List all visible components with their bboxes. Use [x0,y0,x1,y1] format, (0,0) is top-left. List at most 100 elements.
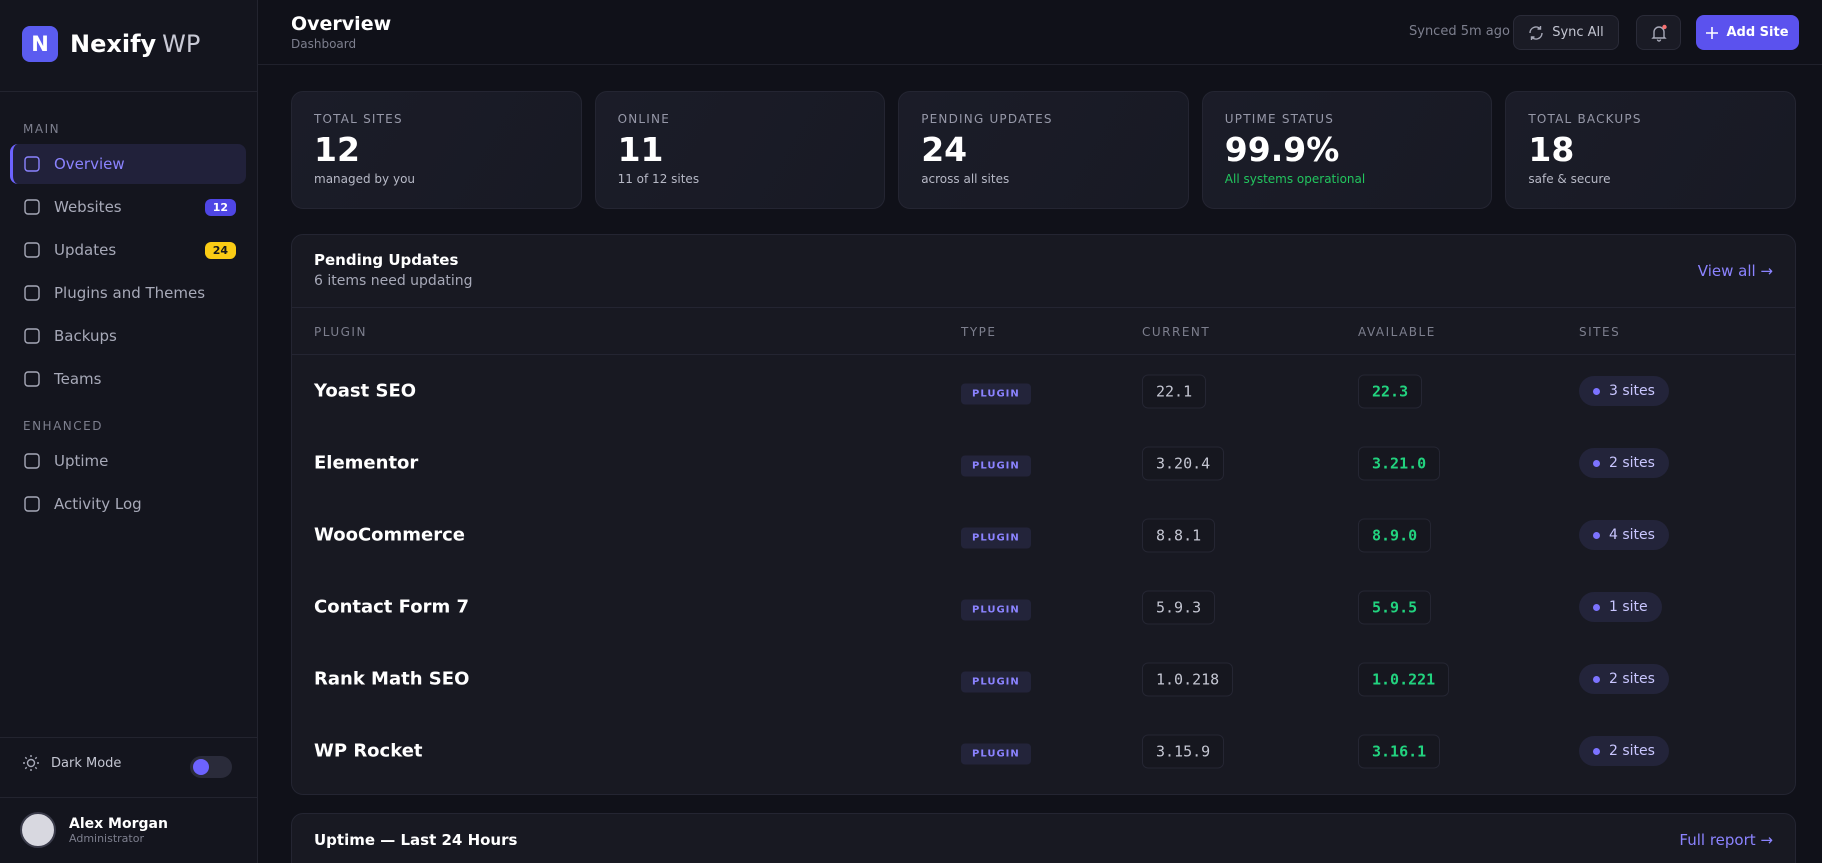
divider [0,797,258,798]
panel-title: Uptime — Last 24 Hours [314,831,518,849]
sites-count: 3 sites [1609,383,1655,399]
cell: PLUGIN [961,382,1031,405]
add-site-button[interactable]: Add Site [1696,15,1799,50]
stat-label: TOTAL BACKUPS [1528,112,1642,126]
nav-label: Activity Log [54,495,142,513]
cell: 5.9.5 [1358,590,1432,625]
nav-item[interactable]: Backups [10,316,246,356]
cell: 8.8.1 [1142,518,1216,553]
column-header: CURRENT [1142,325,1211,339]
user[interactable]: Alex Morgan Administrator [20,812,168,848]
table-row: Rank Math SEO PLUGIN 1.0.218 1.0.221 2 sites [292,643,1795,715]
nav-label: Uptime [54,452,109,470]
stat-label: UPTIME STATUS [1224,112,1335,126]
cell: 1.0.218 [1142,662,1234,697]
table-row: WP Rocket PLUGIN 3.15.9 3.16.1 2 sites [292,715,1795,787]
dot [1593,459,1600,467]
nav-icon [24,371,40,387]
cell: 8.9.0 [1358,518,1432,553]
section-label: MAIN [23,122,61,136]
sites-count: 1 site [1609,599,1648,615]
sites-count: 2 sites [1609,671,1655,687]
column-header: PLUGIN [314,325,367,339]
stat-card: TOTAL BACKUPS 18 safe & secure [1505,91,1796,209]
nav-item[interactable]: Activity Log [10,484,246,524]
nav-item[interactable]: Uptime [10,441,246,481]
sync-button[interactable]: Sync All [1513,15,1619,50]
cell: Rank Math SEO [314,669,469,690]
cell: 3.16.1 [1358,734,1441,769]
cell: PLUGIN [961,670,1031,693]
dark-mode-toggle[interactable] [190,756,232,778]
cell: 2 sites [1579,448,1669,478]
stat-note: safe & secure [1528,172,1611,186]
divider [0,91,258,92]
cell: 3.21.0 [1358,446,1441,481]
page-title: Overview [291,13,392,35]
sites-pill[interactable]: 2 sites [1579,448,1669,478]
sidebar: N Nexify WP MAIN Overview Websites 12 Updates… [0,0,258,863]
notifications[interactable] [1636,15,1681,50]
avatar [20,812,56,848]
nav-label: Overview [54,155,125,173]
brand-suffix: WP [162,30,201,58]
sites-pill[interactable]: 4 sites [1579,520,1669,550]
stat-value: 11 [617,130,664,169]
nav-badge: 12 [204,198,236,216]
type-badge: PLUGIN [961,599,1031,621]
type-badge: PLUGIN [961,671,1031,693]
cell: 3 sites [1579,376,1669,406]
cell: 5.9.3 [1142,590,1216,625]
sites-pill[interactable]: 2 sites [1579,736,1669,766]
type-badge: PLUGIN [961,455,1031,477]
nav-item[interactable]: Updates 24 [10,230,246,270]
column-header: AVAILABLE [1358,325,1436,339]
cell: 4 sites [1579,520,1669,550]
view-all-link[interactable]: View all → [1697,262,1773,280]
breadcrumb: Dashboard [291,37,357,51]
cell: 22.3 [1358,374,1423,409]
section-label: ENHANCED [23,419,103,433]
table-header: PLUGIN TYPE CURRENT AVAILABLE SITES [292,307,1795,355]
nav-icon [24,453,40,469]
sites-pill[interactable]: 2 sites [1579,664,1669,694]
sun-icon [23,755,39,771]
nav-icon [24,156,40,172]
nav-item[interactable]: Websites 12 [10,187,246,227]
nav-label: Backups [54,327,117,345]
table-row: Yoast SEO PLUGIN 22.1 22.3 3 sites [292,355,1795,427]
cell: PLUGIN [961,598,1031,621]
stat-cards: TOTAL SITES 12 managed by you ONLINE 11 11 of… [291,91,1796,209]
sites-count: 4 sites [1609,527,1655,543]
nav-item[interactable]: Plugins and Themes [10,273,246,313]
divider [0,737,258,738]
sites-pill[interactable]: 3 sites [1579,376,1669,406]
uptime-panel: Uptime — Last 24 Hours Full report → [291,813,1796,863]
stat-card: UPTIME STATUS 99.9% All systems operationa… [1201,91,1493,209]
sites-pill[interactable]: 1 site [1579,592,1662,622]
available-version: 22.3 [1358,374,1423,409]
add-site-label: Add Site [1726,25,1789,40]
dot [1593,747,1600,755]
available-version: 3.16.1 [1358,734,1441,769]
stat-value: 12 [314,130,360,169]
user-role: Administrator [69,831,144,845]
nav-item[interactable]: Overview [10,144,246,184]
plugin-name: Rank Math SEO [314,668,470,690]
stat-label: ONLINE [617,112,670,126]
nav-item[interactable]: Teams [10,359,246,399]
stat-card: PENDING UPDATES 24 across all sites [898,91,1189,209]
stat-value: 24 [921,130,968,169]
cell: PLUGIN [961,742,1031,765]
stat-label: TOTAL SITES [314,112,403,126]
current-version: 5.9.3 [1142,590,1216,625]
cell: 2 sites [1579,736,1669,766]
cell: Yoast SEO [314,381,416,402]
cell: PLUGIN [961,454,1031,477]
full-report-link[interactable]: Full report → [1679,831,1773,849]
header: Overview Dashboard Synced 5m ago Sync Al… [258,0,1822,65]
stat-note: 11 of 12 sites [617,172,700,186]
nav-icon [24,328,40,344]
available-version: 8.9.0 [1358,518,1432,553]
dark-mode: Dark Mode [23,755,121,771]
